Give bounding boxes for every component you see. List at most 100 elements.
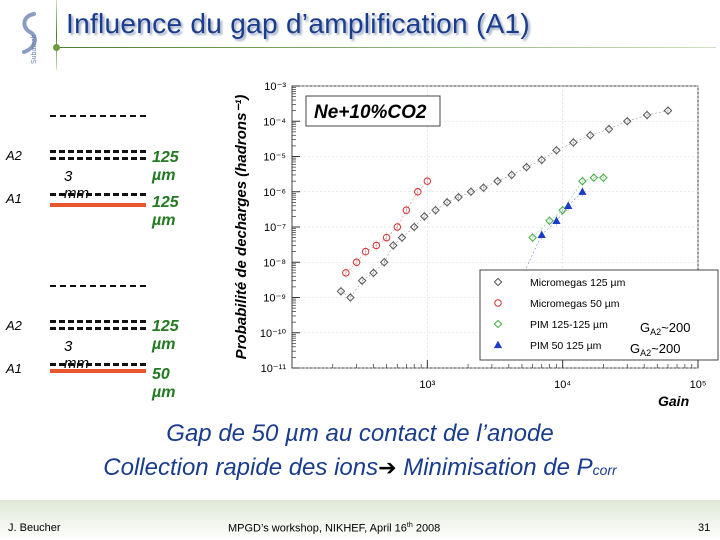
legend-marker xyxy=(493,319,503,329)
data-point xyxy=(372,241,381,250)
data-point xyxy=(361,247,370,256)
y-tick-label: 10⁻³ xyxy=(264,81,286,93)
data-point xyxy=(569,138,578,147)
data-point xyxy=(379,257,389,267)
data-point xyxy=(442,198,452,207)
gap-a2: 125 µm xyxy=(152,149,179,184)
data-point xyxy=(522,162,531,172)
data-point xyxy=(466,187,476,197)
data-point xyxy=(507,170,516,180)
footer-event: MPGD’s workshop, NIKHEF, April 16th 2008 xyxy=(228,522,440,535)
y-tick-label: 10⁻⁵ xyxy=(263,152,286,164)
y-tick-label: 10⁻⁸ xyxy=(263,257,286,269)
data-point xyxy=(663,106,673,115)
data-point xyxy=(382,233,391,242)
slide-title: Influence du gap d’amplification (A1) xyxy=(66,8,531,39)
data-point xyxy=(585,130,595,140)
y-tick-label: 10⁻⁹ xyxy=(263,293,286,305)
data-point xyxy=(552,216,561,224)
mesh-a1 xyxy=(50,193,146,196)
data-point xyxy=(388,241,398,250)
data-point xyxy=(564,201,573,209)
series-3 xyxy=(528,172,608,243)
data-marks xyxy=(336,105,673,328)
footer-event-text: MPGD’s workshop, NIKHEF, April 16 xyxy=(228,522,407,535)
series-2 xyxy=(342,176,432,278)
data-point xyxy=(369,268,378,278)
conclusion-line-2-b: Minimisation de P xyxy=(396,454,593,481)
data-point xyxy=(420,212,429,221)
grid xyxy=(292,85,699,369)
legend-box xyxy=(479,269,719,361)
y-tick-label: 10⁻⁴ xyxy=(263,116,286,128)
footer-event-year: 2008 xyxy=(412,522,441,535)
data-point xyxy=(493,176,502,186)
mesh-a2-bottom xyxy=(50,157,146,160)
legend-marker xyxy=(493,340,503,349)
legend-label: Micromegas 125 µm xyxy=(530,277,626,289)
footer-event-sup: th xyxy=(406,522,413,529)
title-divider-dot xyxy=(53,44,60,51)
annotation-ga2-2: GA2~200 xyxy=(630,341,680,358)
chart-title: Ne+10%CO2 xyxy=(314,102,427,123)
anode xyxy=(50,203,146,207)
arrow-right-icon: ➔ xyxy=(378,455,397,480)
data-point xyxy=(352,258,361,266)
label-a1: A1 xyxy=(6,361,22,376)
data-point xyxy=(357,276,367,285)
title-box xyxy=(305,95,441,127)
discharge-probability-chart: 10⁻³ 10⁻⁴ 10⁻⁵ 10⁻⁶ 10⁻⁷ 10⁻⁸ 10⁻⁹ 10⁻¹⁰ 10⁻¹¹ 10… xyxy=(233,81,719,409)
data-point xyxy=(409,222,419,232)
data-point xyxy=(537,230,546,239)
title-divider-vertical xyxy=(56,0,57,70)
conclusion-line-2-a: Collection rapide des ions xyxy=(103,454,379,481)
data-point xyxy=(578,187,587,195)
y-tick-label: 10⁻¹⁰ xyxy=(260,328,287,340)
data-point xyxy=(479,183,488,193)
anode xyxy=(50,369,146,373)
legend-label: PIM 125-125 µm xyxy=(530,319,608,331)
title-divider xyxy=(56,47,716,48)
data-point xyxy=(402,206,411,214)
data-point xyxy=(336,286,346,296)
data-point xyxy=(545,216,554,226)
data-point xyxy=(346,293,355,302)
data-point xyxy=(431,205,440,215)
data-point xyxy=(642,110,652,120)
label-a2: A2 xyxy=(6,148,22,163)
data-point xyxy=(342,269,350,277)
data-point xyxy=(454,192,463,202)
mesh-a2-top xyxy=(50,320,146,323)
data-point xyxy=(589,173,599,183)
mesh-a1 xyxy=(50,363,146,366)
legend-label: PIM 50 125 µm xyxy=(530,340,602,352)
page-number: 31 xyxy=(698,522,711,534)
footer-author: J. Beucher xyxy=(8,522,61,534)
gap-a2: 125 µm xyxy=(152,318,179,353)
legend-label: Micromegas 50 µm xyxy=(530,298,620,310)
data-point xyxy=(599,173,608,183)
x-tick-label: 10³ xyxy=(419,379,435,391)
conclusion-line-1: Gap de 50 µm au contact de l’anode xyxy=(166,420,554,447)
legend-marker xyxy=(493,277,503,287)
gap-label: 3 mm xyxy=(64,168,89,202)
data-point xyxy=(423,177,432,185)
label-a2: A2 xyxy=(6,318,22,333)
legend: Micromegas 125 µm Micromegas 50 µm PIM 125… xyxy=(479,269,719,361)
data-point xyxy=(397,233,407,242)
legend-marker xyxy=(494,299,502,307)
gap-a1: 125 µm xyxy=(152,194,179,229)
conclusion-subscript: corr xyxy=(592,462,617,478)
axes: 10⁻³ 10⁻⁴ 10⁻⁵ 10⁻⁶ 10⁻⁷ 10⁻⁸ 10⁻⁹ 10⁻¹⁰ 10⁻¹¹ 10… xyxy=(260,81,707,391)
y-axis-label: Probabilité de decharges (hadrons⁻¹) xyxy=(233,95,250,360)
conclusion-line-2: Collection rapide des ions➔ Minimisation… xyxy=(0,454,720,482)
label-a1: A1 xyxy=(6,191,22,206)
x-tick-label: 10⁵ xyxy=(690,379,707,391)
data-point xyxy=(604,124,614,134)
y-tick-label: 10⁻¹¹ xyxy=(261,363,287,375)
x-tick-label: 10⁴ xyxy=(554,379,571,391)
mesh-a2-top xyxy=(50,150,146,153)
data-point xyxy=(578,176,587,186)
series-4 xyxy=(496,186,587,328)
y-tick-label: 10⁻⁷ xyxy=(264,222,286,234)
